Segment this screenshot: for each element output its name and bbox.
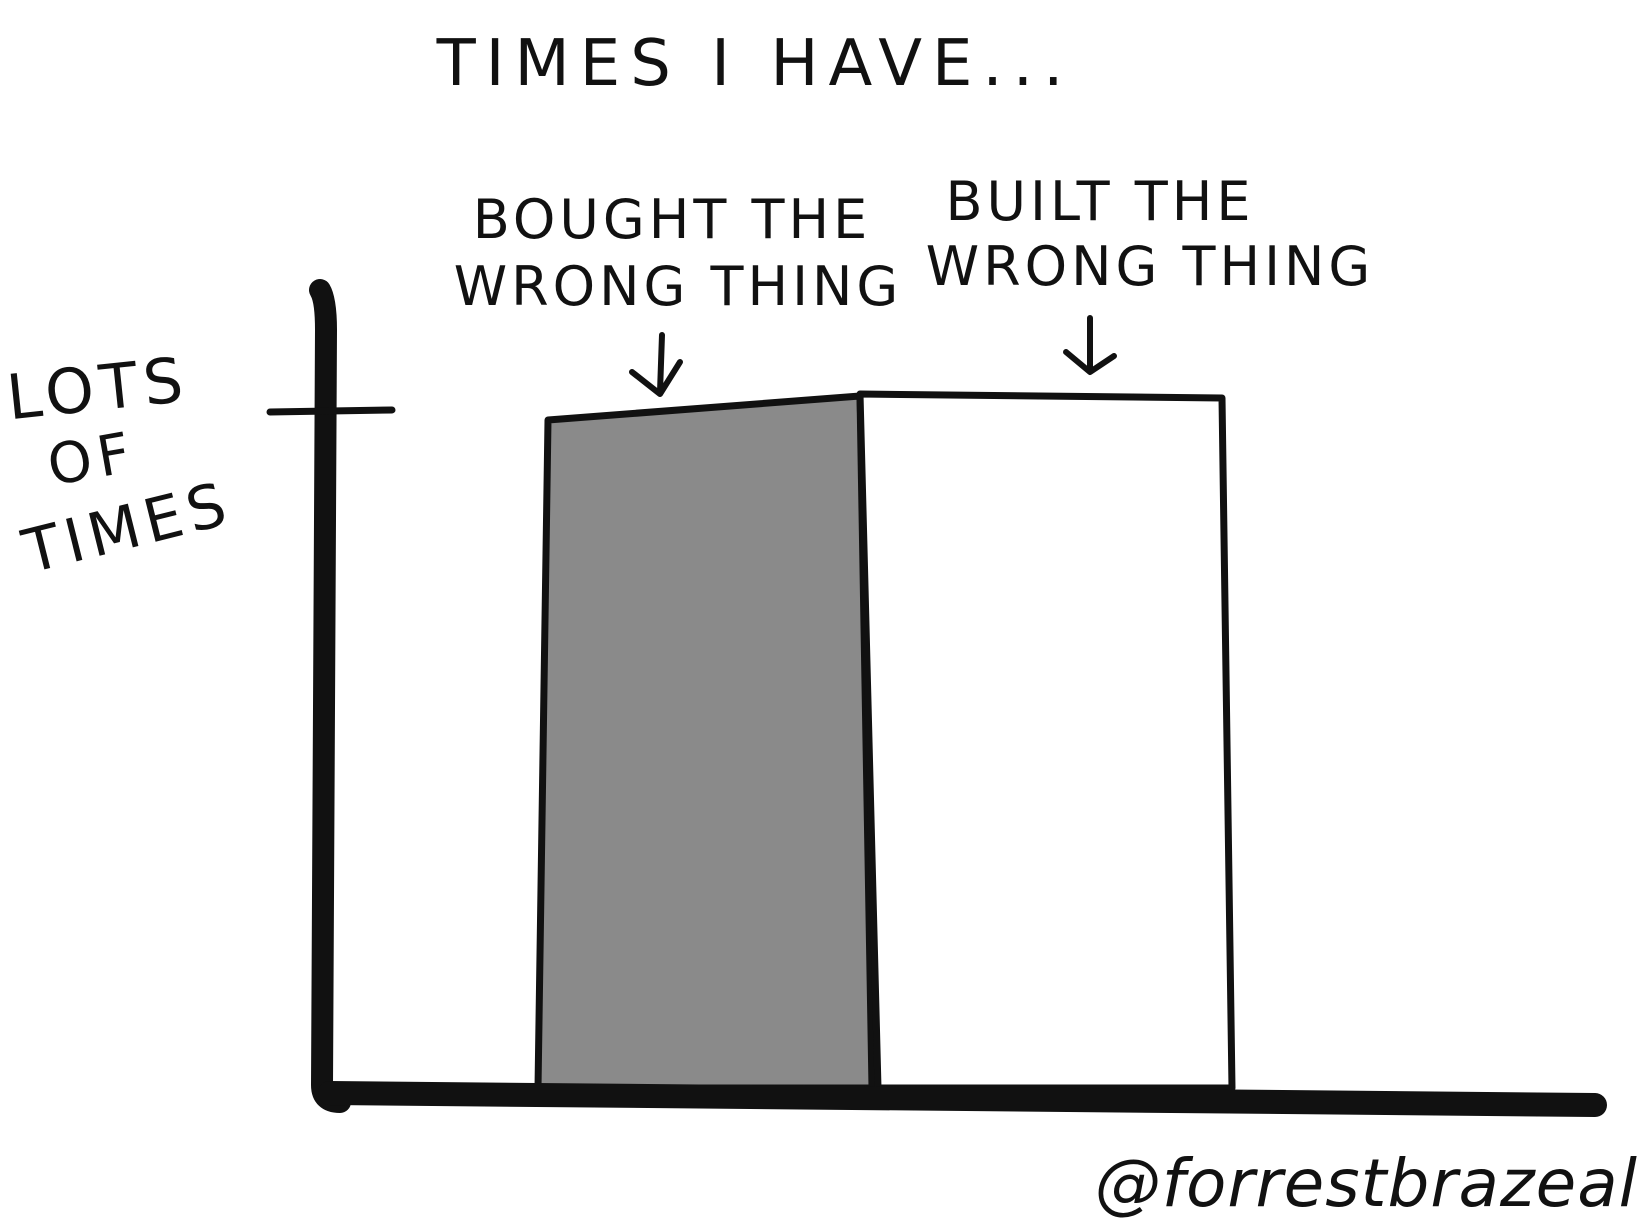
y-axis-label-line-1: LOTS bbox=[3, 343, 192, 435]
category-annotation-built: BUILT THE WRONG THING bbox=[926, 170, 1375, 375]
category-label-built-line-2: WRONG THING bbox=[926, 235, 1375, 298]
category-annotations: BOUGHT THE WRONG THING BUILT THE WRONG T… bbox=[454, 170, 1375, 397]
signature: @forrestbrazeal bbox=[1095, 1145, 1638, 1219]
bar-built-the-wrong-thing bbox=[856, 390, 1236, 1092]
chart-title: TIMES I HAVE... bbox=[436, 27, 1074, 101]
category-annotation-bought: BOUGHT THE WRONG THING bbox=[454, 188, 903, 397]
bars-layer bbox=[534, 390, 1236, 1092]
down-arrow-icon bbox=[629, 332, 683, 397]
y-tick-mark bbox=[266, 406, 396, 416]
axes bbox=[266, 279, 1607, 1117]
category-label-bought-line-1: BOUGHT THE bbox=[473, 188, 871, 251]
down-arrow-icon bbox=[1063, 315, 1117, 375]
category-label-built-line-1: BUILT THE bbox=[945, 170, 1254, 233]
x-axis-line bbox=[318, 1081, 1607, 1117]
y-axis-label-line-2: OF bbox=[43, 420, 141, 499]
y-axis-label-line-3: TIMES bbox=[15, 468, 239, 587]
bar-bought-the-wrong-thing bbox=[534, 392, 876, 1092]
category-label-bought-line-2: WRONG THING bbox=[454, 255, 903, 318]
y-axis-label: LOTS OF TIMES bbox=[3, 343, 239, 588]
